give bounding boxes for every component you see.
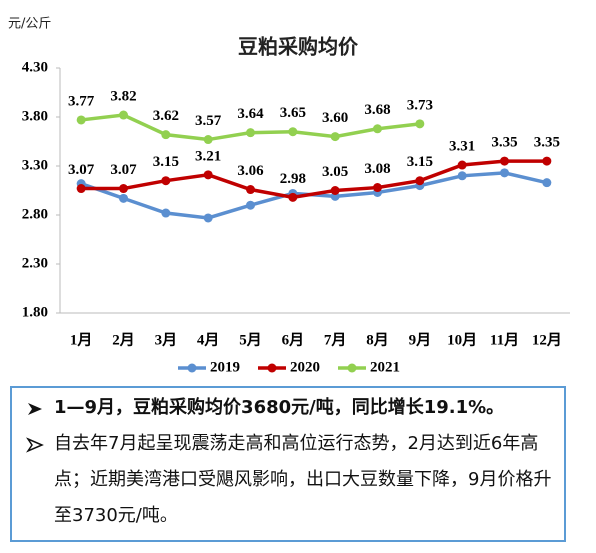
x-tick-label: 7月: [324, 331, 347, 348]
legend-label: 2021: [370, 359, 400, 375]
point: [542, 178, 552, 188]
x-tick-label: 10月: [447, 331, 477, 348]
point: [119, 193, 128, 203]
bullet-icon: [28, 403, 42, 415]
point: [330, 186, 340, 195]
x-tick-label: 4月: [197, 331, 220, 348]
data-label: 3.07: [68, 162, 95, 178]
data-label: 3.05: [322, 164, 348, 180]
data-label: 3.60: [322, 110, 348, 126]
point: [330, 132, 340, 142]
legend-label: 2019: [210, 359, 240, 375]
chart: 元/公斤 豆粕采购均价 1.80 2.30 2.80 3.30 3.80 4.30 1月 2月…: [8, 17, 570, 375]
data-label: 3.15: [153, 154, 179, 170]
x-tick-label: 3月: [155, 331, 178, 348]
data-label: 3.08: [364, 161, 390, 177]
y-tick-label: 3.80: [22, 108, 48, 124]
point: [457, 160, 467, 170]
x-tick-label: 6月: [282, 331, 305, 348]
chart-title: 豆粕采购均价: [238, 35, 359, 59]
y-tick-label: 4.30: [22, 59, 48, 75]
point: [415, 119, 425, 129]
y-tick-label: 1.80: [22, 304, 48, 320]
data-label: 3.82: [110, 88, 136, 104]
data-label: 3.73: [407, 97, 433, 113]
data-label: 3.07: [110, 162, 137, 178]
legend-label: 2020: [290, 359, 320, 375]
point: [542, 156, 552, 166]
data-label: 3.65: [280, 105, 306, 121]
point: [203, 170, 213, 180]
data-label: 3.31: [449, 138, 475, 154]
y-tick-label: 2.80: [22, 206, 48, 222]
point: [246, 185, 255, 195]
point: [76, 115, 86, 125]
point: [415, 176, 425, 186]
x-tick-label: 11月: [490, 331, 519, 348]
point: [288, 127, 298, 137]
data-label: 3.57: [195, 113, 222, 129]
x-tick-label: 2月: [112, 331, 135, 348]
y-unit: 元/公斤: [8, 17, 51, 32]
point: [161, 176, 171, 186]
legend-marker: [187, 363, 197, 373]
legend-marker: [267, 363, 277, 373]
series-line: [81, 159, 547, 200]
data-label: 2.98: [280, 171, 306, 187]
point: [288, 192, 298, 202]
data-label: 3.68: [364, 102, 390, 118]
point: [373, 183, 382, 193]
x-tick-label: 8月: [366, 331, 389, 348]
data-label: 3.64: [237, 106, 264, 122]
data-label: 3.62: [153, 108, 179, 124]
data-label: 3.35: [491, 135, 517, 151]
data-label: 3.21: [195, 148, 221, 164]
legend-marker: [347, 363, 357, 373]
point: [119, 184, 128, 194]
point: [203, 135, 213, 145]
text-box: 1—9月，豆粕采购均价3680元/吨，同比增长19.1%。 自去年7月起呈现震荡…: [10, 386, 566, 542]
point: [119, 110, 128, 120]
point: [246, 200, 255, 210]
point: [203, 213, 213, 223]
point: [161, 130, 171, 140]
point: [246, 128, 255, 138]
point: [500, 168, 509, 178]
x-tick-label: 1月: [70, 331, 93, 348]
data-label: 3.77: [68, 93, 95, 109]
data-label: 3.15: [407, 154, 433, 170]
note: 1—9月，豆粕采购均价3680元/吨，同比增长19.1%。: [54, 397, 505, 418]
data-label: 3.06: [237, 163, 264, 179]
x-tick-label: 5月: [239, 331, 262, 348]
point: [373, 124, 382, 134]
y-tick-label: 2.30: [22, 255, 48, 271]
note: 自去年7月起呈现震荡走高和高位运行态势，2月达到近6年高点；近期美湾港口受飓风影…: [54, 433, 552, 526]
point: [500, 156, 509, 166]
data-label: 3.35: [534, 135, 560, 151]
point: [76, 184, 86, 194]
bullet-icon: [26, 437, 44, 453]
x-tick-label: 12月: [532, 331, 562, 348]
y-tick-label: 3.30: [22, 157, 48, 173]
x-tick-label: 9月: [409, 331, 432, 348]
point: [161, 208, 171, 218]
point: [457, 171, 467, 181]
